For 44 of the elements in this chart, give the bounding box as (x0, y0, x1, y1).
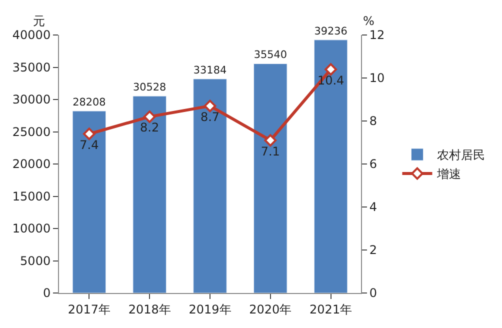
point (204, 100, 216, 112)
y2-tick-label: 10 (369, 71, 385, 86)
bar (193, 78, 227, 293)
x-tick-label: 2018年 (128, 302, 171, 316)
y-tick-label: 0 (42, 286, 51, 300)
point (143, 110, 156, 123)
y-axis-title: 元 (33, 14, 45, 28)
y2-tick-label: 0 (369, 286, 378, 300)
y-tick-label: 10000 (12, 222, 51, 236)
y2-tick-label: 12 (369, 28, 385, 42)
y2-tick-label: 6 (369, 157, 378, 172)
y2-axis-title: % (363, 14, 374, 28)
y2-tick-label: 2 (369, 243, 378, 258)
data-label: 7.4 (80, 138, 99, 152)
x-tick-label: 2021年 (310, 302, 352, 316)
data-label: 33184 (193, 64, 227, 76)
y-tick-label: 40000 (12, 28, 51, 42)
data-label: 39236 (314, 25, 348, 38)
data-label: 35540 (254, 49, 287, 62)
bar (314, 40, 348, 293)
data-label: 7.1 (260, 144, 280, 158)
point (264, 134, 277, 147)
data-label: 8.2 (140, 120, 160, 135)
y-tick-label: 5000 (20, 254, 51, 268)
y-tick-label: 20000 (12, 157, 51, 172)
bar (254, 64, 288, 293)
data-label: 8.7 (200, 110, 220, 124)
x-tick-label: 2020年 (249, 302, 292, 316)
y2-tick-label: 4 (369, 200, 378, 214)
legend-label: 增速 (436, 167, 462, 182)
y2-tick-label: 8 (369, 114, 378, 128)
x-tick-label: 2017年 (68, 302, 110, 316)
y-tick-label: 30000 (12, 92, 51, 107)
x-tick-label: 2019年 (188, 302, 232, 316)
data-label: 28208 (72, 96, 106, 108)
y-tick-label: 25000 (12, 124, 51, 139)
bar (132, 96, 166, 293)
y-tick-label: 15000 (12, 189, 51, 204)
point (324, 63, 337, 76)
point (83, 128, 96, 140)
legend-label: 农村居民 (437, 148, 486, 162)
data-label: 30528 (133, 81, 166, 94)
bar (72, 110, 106, 293)
y-tick-label: 35000 (12, 60, 51, 74)
